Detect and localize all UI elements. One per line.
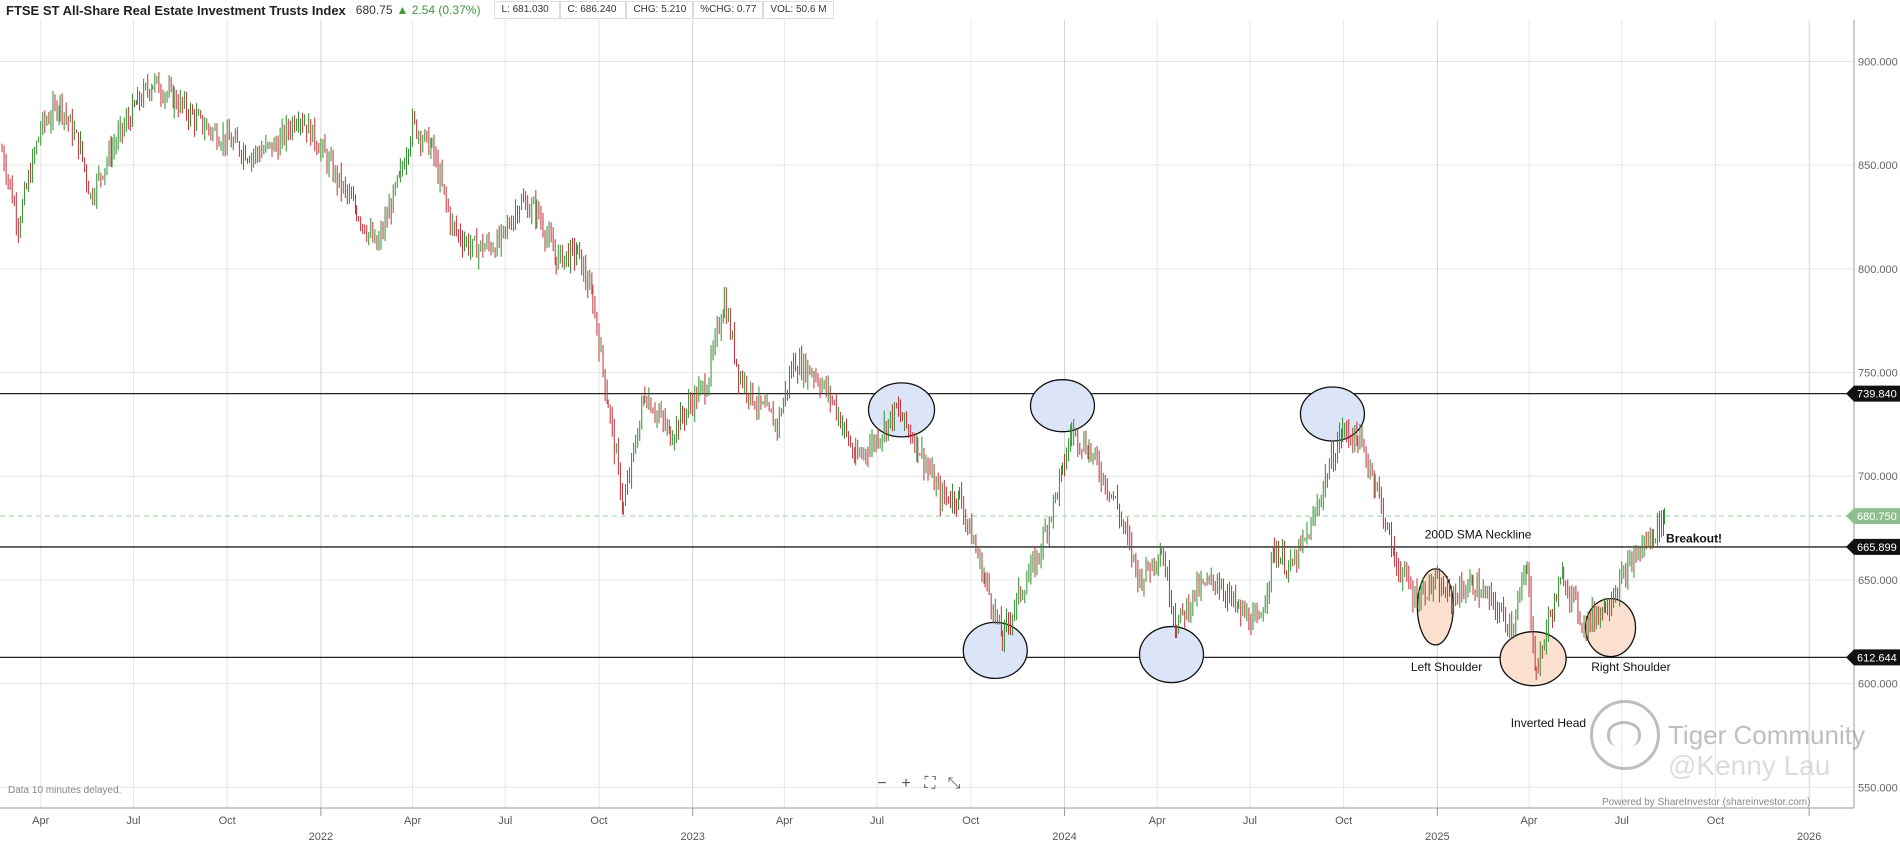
x-tick-label: Oct xyxy=(590,815,607,827)
y-tick-label: 650.000 xyxy=(1858,575,1898,587)
expand-button[interactable]: ⤡ xyxy=(947,775,961,792)
level-price-tag xyxy=(1846,508,1900,525)
level-price-label: 665.899 xyxy=(1857,542,1897,554)
pattern-ellipse xyxy=(1138,625,1205,684)
zoom-in-button[interactable]: + xyxy=(901,775,911,792)
level-price-label: 739.840 xyxy=(1857,389,1897,401)
chart-axes: 900.000 850.000 800.000 750.000 700.000 650.0… xyxy=(0,20,1900,843)
x-tick-label: Jul xyxy=(498,815,512,827)
y-tick-label: 900.000 xyxy=(1858,56,1898,68)
y-tick-label: 600.000 xyxy=(1858,679,1898,691)
vol-stat: VOL: 50.6 M xyxy=(763,1,834,19)
annotation-label: Right Shoulder xyxy=(1591,660,1670,674)
watermark-brand: Tiger Community xyxy=(1668,719,1865,750)
x-tick-label: Apr xyxy=(776,815,793,827)
low-stat: L: 681.030 xyxy=(494,1,561,19)
zoom-controls: − + ⛶ ⤡ xyxy=(872,774,964,794)
x-tick-label: Oct xyxy=(962,815,979,827)
x-tick-label: Oct xyxy=(1707,815,1724,827)
x-tick-label: Jul xyxy=(126,815,140,827)
chg-stat: CHG: 5.210 xyxy=(626,1,694,19)
pattern-ellipse xyxy=(962,621,1028,680)
x-tick-label: Apr xyxy=(32,815,49,827)
last-price: 680.75 xyxy=(355,3,393,17)
powered-by: Powered by ShareInvestor (shareinvestor.… xyxy=(1602,797,1811,808)
pattern-ellipse xyxy=(1584,597,1637,658)
y-tick-label: 750.000 xyxy=(1858,368,1898,380)
up-arrow-icon: ▲ xyxy=(396,3,409,17)
x-year-label: 2026 xyxy=(1797,831,1821,843)
level-price-label: 612.644 xyxy=(1857,652,1897,664)
price-change: ▲ 2.54 (0.37%) xyxy=(397,3,481,17)
y-tick-label: 850.000 xyxy=(1858,160,1898,172)
pattern-ellipse xyxy=(1029,379,1096,433)
y-tick-label: 550.000 xyxy=(1858,782,1898,794)
chart-title: FTSE ST All-Share Real Estate Investment… xyxy=(6,2,346,18)
x-tick-label: Jul xyxy=(1615,815,1629,827)
level-price-tag xyxy=(1846,649,1900,666)
annotation-label: 200D SMA Neckline xyxy=(1425,527,1532,541)
x-year-label: 2025 xyxy=(1425,831,1449,843)
x-tick-label: Apr xyxy=(404,815,421,827)
zoom-out-button[interactable]: − xyxy=(877,775,887,792)
chart-header: FTSE ST All-Share Real Estate Investment… xyxy=(0,0,834,20)
annotation-label: Inverted Head xyxy=(1511,716,1586,730)
tiger-logo-icon xyxy=(1590,700,1660,770)
level-price-tag xyxy=(1846,538,1900,555)
x-tick-label: Apr xyxy=(1520,815,1537,827)
x-tick-label: Jul xyxy=(1243,815,1257,827)
y-tick-label: 800.000 xyxy=(1858,264,1898,276)
pattern-ellipse xyxy=(867,382,936,438)
pchg-stat: %CHG: 0.77 xyxy=(693,1,764,19)
delay-note: Data 10 minutes delayed. xyxy=(8,785,122,796)
y-tick-label: 700.000 xyxy=(1858,471,1898,483)
x-tick-label: Jul xyxy=(870,815,884,827)
horizontal-lines xyxy=(0,392,1854,659)
x-year-label: 2024 xyxy=(1052,831,1076,843)
price-candles xyxy=(1,72,1666,681)
watermark: Tiger Community xyxy=(1590,700,1865,770)
chart-annotations: 200D SMA Neckline Breakout! Left Shoulder R… xyxy=(1411,527,1722,730)
watermark-handle: @Kenny Lau xyxy=(1668,750,1831,781)
annotation-label: Breakout! xyxy=(1666,532,1722,546)
annotation-label: Left Shoulder xyxy=(1411,660,1482,674)
x-tick-label: Oct xyxy=(1335,815,1352,827)
x-year-label: 2023 xyxy=(680,831,704,843)
x-year-label: 2022 xyxy=(309,831,333,843)
pattern-ellipses xyxy=(867,379,1637,687)
level-price-tag xyxy=(1846,385,1900,402)
x-tick-label: Oct xyxy=(219,815,236,827)
price-change-value: 2.54 (0.37%) xyxy=(411,3,481,17)
level-price-label: 680.750 xyxy=(1857,511,1897,523)
x-tick-label: Apr xyxy=(1149,815,1166,827)
close-stat: C: 686.240 xyxy=(560,1,627,19)
fit-button[interactable]: ⛶ xyxy=(924,775,936,792)
